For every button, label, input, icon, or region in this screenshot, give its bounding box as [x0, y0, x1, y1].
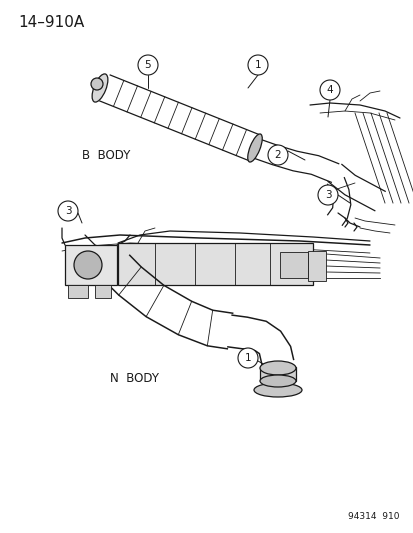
Text: 14–910A: 14–910A [18, 15, 84, 30]
Text: 94314  910: 94314 910 [348, 512, 399, 521]
Bar [68, 285, 88, 298]
Bar [307, 251, 325, 281]
Text: 1: 1 [254, 60, 261, 70]
Ellipse shape [259, 375, 295, 387]
Circle shape [319, 80, 339, 100]
Text: 5: 5 [144, 60, 151, 70]
Circle shape [74, 251, 102, 279]
Circle shape [138, 55, 158, 75]
Circle shape [267, 145, 287, 165]
Circle shape [317, 185, 337, 205]
Text: 4: 4 [326, 85, 332, 95]
Text: B  BODY: B BODY [82, 149, 130, 161]
Ellipse shape [247, 134, 261, 162]
Text: N  BODY: N BODY [110, 372, 159, 384]
Circle shape [91, 78, 103, 90]
Ellipse shape [92, 74, 108, 102]
Bar [95, 285, 111, 298]
FancyBboxPatch shape [118, 243, 312, 285]
Text: 3: 3 [64, 206, 71, 216]
Bar [65, 245, 117, 285]
Bar [259, 367, 295, 381]
Bar [279, 252, 307, 278]
Circle shape [247, 55, 267, 75]
Text: 3: 3 [324, 190, 330, 200]
Text: 1: 1 [244, 353, 251, 363]
Ellipse shape [254, 383, 301, 397]
Text: 2: 2 [274, 150, 280, 160]
Circle shape [237, 348, 257, 368]
Circle shape [58, 201, 78, 221]
Ellipse shape [259, 361, 295, 375]
